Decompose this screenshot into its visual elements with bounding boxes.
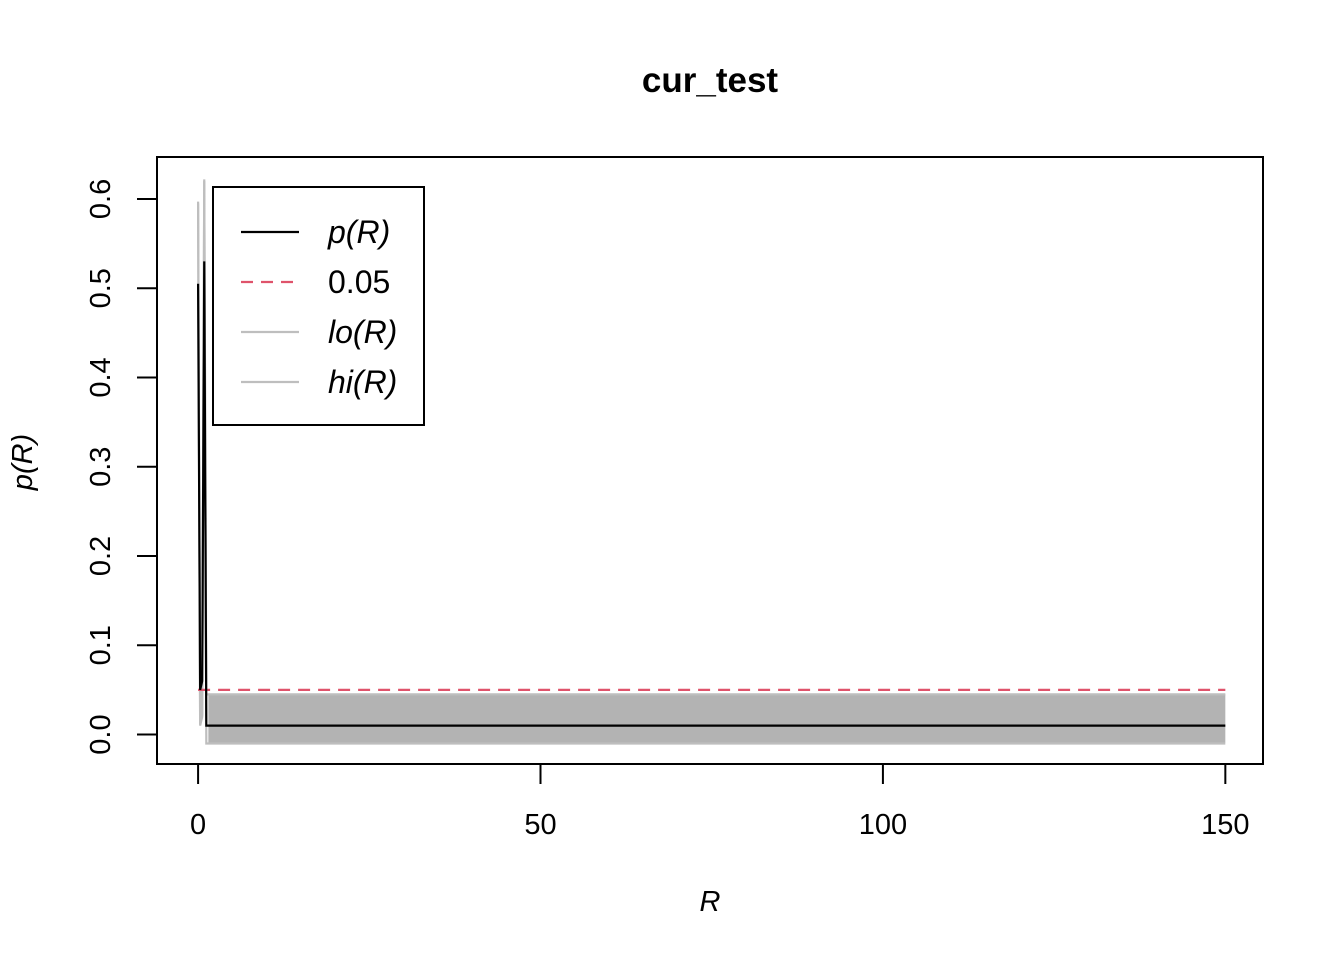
legend-box [212,186,425,426]
x-axis-label: R [700,886,721,918]
y-tick-label: 0.0 [85,714,117,754]
x-tick-label: 100 [859,809,907,841]
x-tick-label: 50 [524,809,556,841]
confidence-band [208,694,1226,743]
x-tick-label: 150 [1201,809,1249,841]
series-line-hi-r [196,179,1226,725]
y-tick-label: 0.3 [85,447,117,487]
x-axis: 0 50 100 150 [190,763,1250,841]
y-axis: 0.0 0.1 0.2 0.3 0.4 0.5 0.6 [85,179,158,755]
legend-label: 0.05 [328,264,390,300]
chart-title: cur_test [642,61,779,100]
band-area [208,694,1226,743]
y-tick-label: 0.5 [85,268,117,308]
series-layer [196,179,1226,745]
legend-label: hi(R) [328,364,397,400]
y-axis-label: p(R) [7,434,39,491]
legend-label: lo(R) [328,314,397,350]
y-tick-label: 0.1 [85,625,117,665]
x-tick-label: 0 [190,809,206,841]
series-line-p-r [196,261,1226,727]
y-tick-label: 0.4 [85,357,117,397]
y-tick-label: 0.2 [85,536,117,576]
legend-label: p(R) [327,214,390,250]
y-tick-label: 0.6 [85,179,117,219]
legend: p(R) 0.05 lo(R) hi(R) [212,186,425,426]
